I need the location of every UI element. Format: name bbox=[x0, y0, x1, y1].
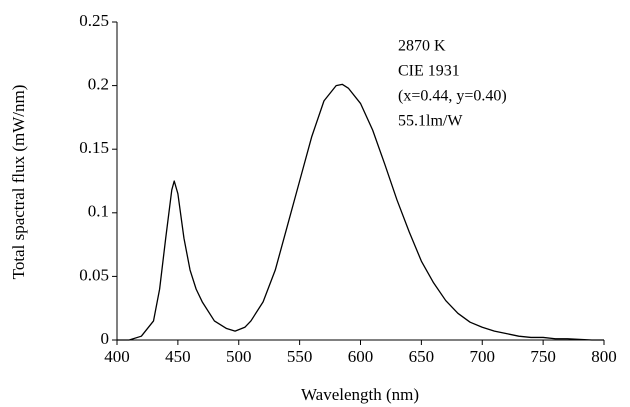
x-tick-label: 650 bbox=[409, 347, 435, 366]
x-axis-label: Wavelength (nm) bbox=[301, 385, 419, 404]
x-tick-label: 450 bbox=[165, 347, 191, 366]
y-tick-label: 0.1 bbox=[88, 202, 109, 221]
y-tick-label: 0.2 bbox=[88, 75, 109, 94]
x-tick-label: 700 bbox=[470, 347, 496, 366]
y-tick-label: 0.25 bbox=[79, 11, 109, 30]
annotation: CIE 1931 bbox=[398, 63, 460, 80]
y-tick-label: 0.15 bbox=[79, 138, 109, 157]
y-axis-label: Total spactral flux (mW/nm) bbox=[9, 85, 28, 280]
x-tick-label: 550 bbox=[287, 347, 313, 366]
x-tick-label: 500 bbox=[226, 347, 252, 366]
x-tick-label: 600 bbox=[348, 347, 374, 366]
y-tick-label: 0.05 bbox=[79, 265, 109, 284]
annotation: (x=0.44, y=0.40) bbox=[398, 88, 507, 105]
annotation: 2870 K bbox=[398, 38, 446, 55]
y-tick-label: 0 bbox=[101, 329, 110, 348]
annotation: 55.1lm/W bbox=[398, 113, 463, 130]
spectrum-line bbox=[117, 83, 604, 341]
x-tick-label: 400 bbox=[104, 347, 130, 366]
x-tick-label: 750 bbox=[530, 347, 556, 366]
x-tick-label: 800 bbox=[591, 347, 617, 366]
